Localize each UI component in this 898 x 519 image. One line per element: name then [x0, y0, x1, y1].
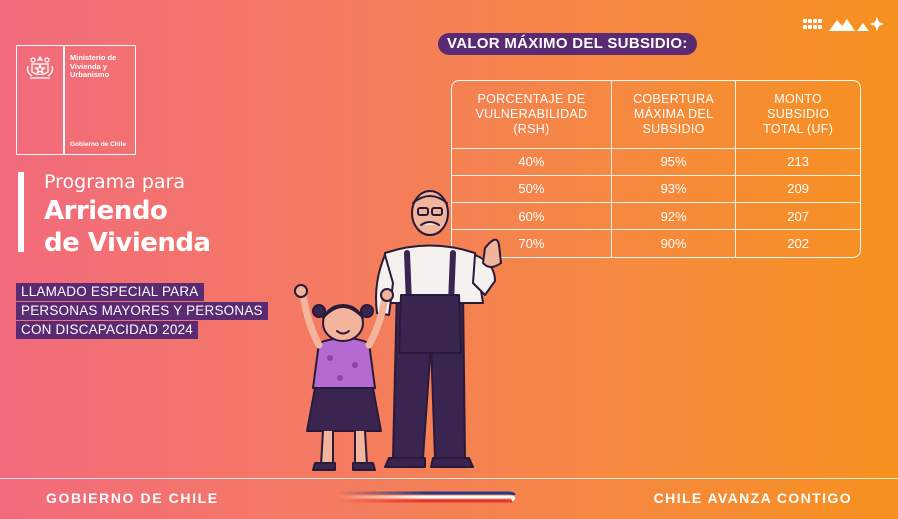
- cell-vulnerability: 50%: [452, 174, 612, 204]
- flag-stripe-icon: [338, 491, 516, 504]
- logo-government-label: Gobierno de Chile: [70, 141, 126, 148]
- brand-marks-icon: [803, 17, 884, 31]
- subsidy-table-heading: VALOR MÁXIMO DEL SUBSIDIO:: [438, 33, 697, 55]
- cell-coverage: 93%: [610, 174, 737, 204]
- program-title-line2: Arriendo: [44, 196, 168, 226]
- cell-vulnerability: 70%: [452, 229, 612, 257]
- header-line: (RSH): [513, 121, 550, 136]
- table-row: 70% 90% 202: [452, 229, 860, 257]
- logo-divider: [63, 46, 65, 154]
- cell-coverage: 95%: [610, 147, 737, 176]
- ministry-line: Ministerio de: [70, 53, 117, 62]
- ministry-line: Urbanismo: [70, 70, 110, 79]
- cell-amount: 207: [735, 201, 860, 231]
- callout-text: PERSONAS MAYORES Y PERSONAS: [16, 302, 268, 320]
- header-line: PORCENTAJE DE: [477, 91, 586, 106]
- ministry-name: Ministerio de Vivienda y Urbanismo: [70, 53, 136, 80]
- table-row: 60% 92% 207: [452, 201, 860, 231]
- subsidy-table: PORCENTAJE DE VULNERABILIDAD (RSH) COBER…: [451, 80, 861, 258]
- header-line: VULNERABILIDAD: [475, 106, 588, 121]
- header-line: MÁXIMA DEL: [633, 106, 714, 121]
- callout-text: CON DISCAPACIDAD 2024: [16, 321, 199, 339]
- callout-line1: LLAMADO ESPECIAL PARA: [16, 283, 204, 301]
- table-row: 40% 95% 213: [452, 147, 860, 176]
- chile-coat-of-arms-icon: [26, 55, 54, 79]
- cell-coverage: 92%: [610, 201, 737, 231]
- cell-vulnerability: 60%: [452, 201, 612, 231]
- header-vulnerability: PORCENTAJE DE VULNERABILIDAD (RSH): [452, 81, 612, 149]
- program-title-line3: de Vivienda: [44, 228, 211, 258]
- header-coverage: COBERTURA MÁXIMA DEL SUBSIDIO: [610, 81, 737, 149]
- footer-slogan: CHILE AVANZA CONTIGO: [653, 490, 852, 506]
- header-line: COBERTURA: [633, 91, 715, 106]
- title-accent-bar: [18, 172, 24, 252]
- program-title-line1: Programa para: [44, 171, 186, 193]
- callout-line3: CON DISCAPACIDAD 2024: [16, 321, 199, 339]
- cell-amount: 213: [735, 147, 860, 176]
- header-line: TOTAL (UF): [763, 121, 834, 136]
- table-row: 50% 93% 209: [452, 174, 860, 204]
- header-amount: MONTO SUBSIDIO TOTAL (UF): [735, 81, 860, 149]
- ministry-logo: Ministerio de Vivienda y Urbanismo Gobie…: [16, 45, 136, 155]
- ministry-line: Vivienda y: [70, 61, 107, 71]
- cell-amount: 209: [735, 174, 860, 204]
- header-line: SUBSIDIO: [767, 106, 830, 121]
- footer-government: GOBIERNO DE CHILE: [46, 490, 219, 506]
- cell-coverage: 90%: [610, 229, 737, 257]
- cell-amount: 202: [735, 229, 860, 257]
- callout-line2: PERSONAS MAYORES Y PERSONAS: [16, 302, 268, 320]
- header-line: MONTO: [774, 91, 823, 106]
- grandfather-and-girl-illustration: [294, 190, 502, 471]
- cell-vulnerability: 40%: [452, 147, 612, 176]
- table-header-row: PORCENTAJE DE VULNERABILIDAD (RSH) COBER…: [452, 81, 860, 149]
- callout-text: LLAMADO ESPECIAL PARA: [16, 283, 204, 301]
- header-line: SUBSIDIO: [642, 121, 705, 136]
- footer-divider: [0, 478, 898, 479]
